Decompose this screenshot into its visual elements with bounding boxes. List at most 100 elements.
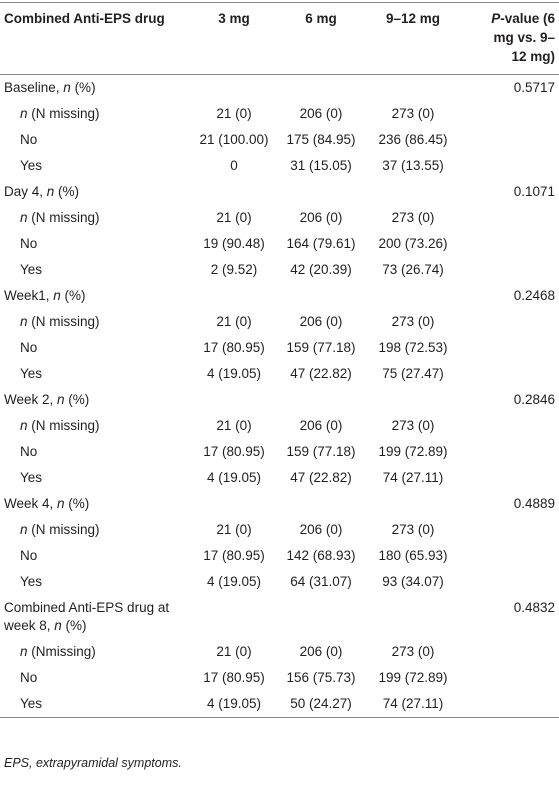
text: (N missing): [27, 106, 100, 121]
data-row: Yes 4 (19.05) 50 (24.27) 74 (27.11): [0, 691, 559, 718]
text: (%): [54, 184, 80, 199]
text: No: [20, 670, 38, 685]
italic-text: n: [20, 314, 28, 329]
row-label: n (Nmissing): [0, 639, 188, 665]
cell: 93 (34.07): [382, 574, 444, 589]
cell: 0: [230, 158, 238, 173]
table-body: Baseline, n (%) 0.5717 n (N missing) 21 (0)…: [0, 75, 559, 718]
section-label: Baseline, n (%): [0, 75, 188, 102]
text: Yes: [20, 696, 43, 711]
italic-text: n: [20, 522, 28, 537]
empty-cell: [280, 595, 362, 639]
data-row: No 17 (80.95) 156 (75.73) 199 (72.89): [0, 665, 559, 691]
data-row: n (N missing) 21 (0) 206 (0) 273 (0): [0, 309, 559, 335]
cell: 273 (0): [391, 314, 435, 329]
text: (%): [70, 80, 96, 95]
empty-cell: [362, 595, 464, 639]
italic-text: n: [54, 618, 62, 633]
empty-cell: [280, 179, 362, 205]
row-label: Yes: [0, 153, 188, 179]
text: Yes: [20, 470, 43, 485]
row-label: No: [0, 439, 188, 465]
cell: 159 (77.18): [286, 444, 356, 459]
empty-cell: [464, 413, 559, 439]
cell: 206 (0): [299, 644, 343, 659]
empty-cell: [188, 179, 280, 205]
italic-text: n: [20, 644, 28, 659]
p-value: 0.2468: [513, 288, 555, 303]
column-header: Combined Anti-EPS drug: [0, 3, 188, 75]
section-label: Combined Anti-EPS drug at week 8, n (%): [0, 595, 188, 639]
text: No: [20, 132, 38, 147]
text: (N missing): [27, 418, 100, 433]
empty-cell: [464, 335, 559, 361]
cell: 19 (90.48): [203, 236, 265, 251]
p-value: 0.1071: [513, 184, 555, 199]
empty-cell: [464, 205, 559, 231]
cell: 73 (26.74): [382, 262, 444, 277]
section-row: Baseline, n (%) 0.5717: [0, 75, 559, 102]
section-label: Week1, n (%): [0, 283, 188, 309]
text: Yes: [20, 158, 43, 173]
cell: 199 (72.89): [378, 444, 448, 459]
empty-cell: [280, 283, 362, 309]
data-row: No 19 (90.48) 164 (79.61) 200 (73.26): [0, 231, 559, 257]
cell: 198 (72.53): [378, 340, 448, 355]
p-value: 0.4832: [513, 600, 555, 615]
row-label: No: [0, 127, 188, 153]
column-header: 9–12 mg: [362, 3, 464, 75]
cell: 206 (0): [299, 106, 343, 121]
row-label: No: [0, 231, 188, 257]
empty-cell: [362, 491, 464, 517]
empty-cell: [464, 691, 559, 718]
column-header: P-value (6 mg vs. 9–12 mg): [464, 3, 559, 75]
cell: 17 (80.95): [203, 670, 265, 685]
cell: 142 (68.93): [286, 548, 356, 563]
data-row: n (N missing) 21 (0) 206 (0) 273 (0): [0, 101, 559, 127]
data-row: n (N missing) 21 (0) 206 (0) 273 (0): [0, 413, 559, 439]
text: 3 mg: [218, 11, 250, 26]
cell: 199 (72.89): [378, 670, 448, 685]
text: EPS, extrapyramidal symptoms.: [4, 756, 182, 770]
section-label: Week 4, n (%): [0, 491, 188, 517]
text: -value (6 mg vs. 9–12 mg): [493, 11, 555, 64]
cell: 21 (0): [216, 418, 252, 433]
text: 9–12 mg: [385, 11, 441, 26]
empty-cell: [362, 75, 464, 102]
header-row: Combined Anti-EPS drug 3 mg 6 mg 9–12 mg P-v…: [0, 2, 559, 75]
cell: 273 (0): [391, 106, 435, 121]
data-row: n (Nmissing) 21 (0) 206 (0) 273 (0): [0, 639, 559, 665]
cell: 21 (0): [216, 314, 252, 329]
text: (N missing): [27, 210, 100, 225]
text: (%): [61, 618, 87, 633]
italic-text: n: [63, 80, 71, 95]
row-label: n (N missing): [0, 413, 188, 439]
row-label: n (N missing): [0, 517, 188, 543]
table-header: Combined Anti-EPS drug 3 mg 6 mg 9–12 mg P-v…: [0, 2, 559, 75]
row-label: Yes: [0, 465, 188, 491]
data-row: Yes 4 (19.05) 64 (31.07) 93 (34.07): [0, 569, 559, 595]
section-row: Week1, n (%) 0.2468: [0, 283, 559, 309]
cell: 4 (19.05): [206, 696, 262, 711]
cell: 164 (79.61): [286, 236, 356, 251]
text: Yes: [20, 262, 43, 277]
section-label: Week 2, n (%): [0, 387, 188, 413]
cell: 273 (0): [391, 418, 435, 433]
section-row: Week 2, n (%) 0.2846: [0, 387, 559, 413]
section-row: Week 4, n (%) 0.4889: [0, 491, 559, 517]
text: No: [20, 444, 38, 459]
cell: 21 (0): [216, 522, 252, 537]
italic-text: n: [57, 496, 65, 511]
italic-text: P: [491, 11, 501, 26]
cell: 159 (77.18): [286, 340, 356, 355]
cell: 4 (19.05): [206, 470, 262, 485]
empty-cell: [188, 75, 280, 102]
cell: 75 (27.47): [382, 366, 444, 381]
cell: 47 (22.82): [290, 470, 352, 485]
p-value: 0.2846: [513, 392, 555, 407]
data-row: Yes 4 (19.05) 47 (22.82) 74 (27.11): [0, 465, 559, 491]
empty-cell: [464, 153, 559, 179]
data-row: Yes 0 31 (15.05) 37 (13.55): [0, 153, 559, 179]
p-value: 0.5717: [513, 80, 555, 95]
